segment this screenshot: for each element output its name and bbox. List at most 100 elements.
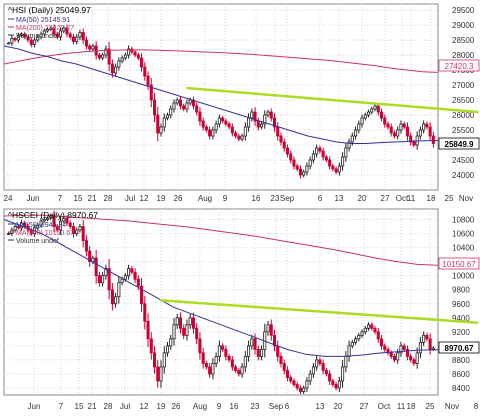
- candle-up: [175, 99, 179, 104]
- y-tick-label: 10000: [452, 272, 475, 281]
- candle-up: [13, 226, 17, 231]
- chart-title: ^HSCEI (Daily) 8970.67: [8, 210, 98, 220]
- candle-up: [240, 366, 244, 375]
- candle-up: [341, 366, 345, 382]
- candle-up: [188, 317, 192, 326]
- candle-up: [422, 123, 426, 131]
- x-tick-label: 16: [252, 194, 261, 203]
- candle-up: [373, 105, 377, 110]
- candle-down: [383, 345, 387, 350]
- candle-up: [366, 111, 371, 116]
- legend-entry: MA(200) 27420.27: [16, 25, 74, 32]
- candle-down: [331, 165, 335, 170]
- candle-up: [120, 57, 124, 62]
- candle-down: [29, 39, 33, 45]
- candle-up: [36, 36, 40, 41]
- candle-down: [318, 147, 322, 152]
- candle-down: [88, 250, 92, 263]
- candle-down: [272, 117, 277, 128]
- candle-down: [136, 54, 140, 59]
- candle-up: [422, 334, 426, 343]
- price-tag-box: [438, 137, 480, 150]
- candle-down: [285, 147, 290, 155]
- candle-up: [250, 338, 254, 347]
- candle-down: [13, 38, 17, 41]
- ma50-line: [3, 219, 439, 357]
- candle-up: [211, 129, 215, 137]
- candle-down: [431, 135, 435, 144]
- candle-down: [289, 377, 293, 382]
- y-tick-label: 10400: [452, 244, 475, 253]
- ma200-line: [3, 49, 439, 73]
- candle-up: [20, 33, 24, 36]
- candle-down: [425, 334, 429, 340]
- candle-down: [227, 123, 231, 128]
- candle-down: [298, 387, 302, 392]
- x-tick-label: 6: [285, 402, 290, 411]
- x-tick-label: 26: [174, 194, 183, 203]
- candle-down: [201, 120, 205, 128]
- candle-down: [182, 105, 186, 110]
- candle-up: [10, 38, 14, 44]
- candle-up: [172, 102, 176, 110]
- candle-down: [146, 75, 150, 86]
- y-tick-label: 26500: [452, 96, 475, 105]
- candle-down: [224, 120, 228, 125]
- candle-up: [354, 129, 358, 137]
- x-tick-label: 27: [381, 194, 390, 203]
- candle-up: [217, 345, 221, 357]
- candle-down: [321, 150, 325, 158]
- x-tick-label: 24: [4, 194, 13, 203]
- x-tick-label: 15: [75, 402, 84, 411]
- candle-down: [298, 168, 302, 176]
- candle-up: [7, 42, 11, 45]
- candle-down: [97, 275, 101, 284]
- candle-down: [178, 99, 183, 107]
- x-tick-label: 20: [334, 402, 343, 411]
- candle-up: [363, 327, 367, 333]
- candle-down: [376, 105, 380, 113]
- candle-down: [402, 345, 406, 350]
- candle-down: [26, 36, 30, 41]
- candle-up: [185, 102, 189, 110]
- candle-down: [201, 352, 205, 364]
- candle-down: [140, 57, 144, 68]
- candle-down: [152, 352, 157, 368]
- candle-down: [253, 111, 257, 122]
- candle-down: [182, 327, 186, 336]
- x-tick-label: 23: [251, 402, 260, 411]
- y-tick-label: 24000: [452, 171, 475, 180]
- candle-up: [243, 126, 247, 137]
- candle-down: [234, 132, 238, 137]
- x-tick-label: Jun: [27, 194, 40, 203]
- candle-up: [214, 355, 218, 364]
- x-tick-label: 21: [88, 194, 97, 203]
- x-tick-label: 18: [407, 402, 416, 411]
- candle-down: [224, 348, 228, 357]
- x-tick-label: Jul: [125, 194, 135, 203]
- y-tick-label: 9800: [452, 286, 470, 295]
- candle-down: [379, 338, 384, 347]
- x-tick-label: 28: [104, 194, 113, 203]
- candle-up: [42, 219, 46, 222]
- candle-up: [75, 36, 79, 42]
- plot-frame: [3, 208, 439, 396]
- y-tick-label: 28000: [452, 51, 475, 60]
- candle-down: [133, 271, 137, 280]
- candle-down: [256, 348, 260, 357]
- y-tick-label: 8600: [452, 370, 470, 379]
- candle-down: [178, 317, 183, 329]
- candle-down: [88, 45, 92, 50]
- candle-up: [344, 147, 348, 158]
- candle-down: [272, 334, 277, 347]
- candle-down: [285, 370, 290, 378]
- candle-up: [415, 352, 419, 364]
- candle-up: [347, 141, 351, 149]
- ma200-line: [3, 214, 439, 266]
- x-tick-label: 25: [445, 194, 454, 203]
- candle-down: [227, 355, 231, 361]
- candle-down: [195, 105, 199, 113]
- candle-down: [107, 48, 111, 65]
- candle-down: [146, 320, 150, 340]
